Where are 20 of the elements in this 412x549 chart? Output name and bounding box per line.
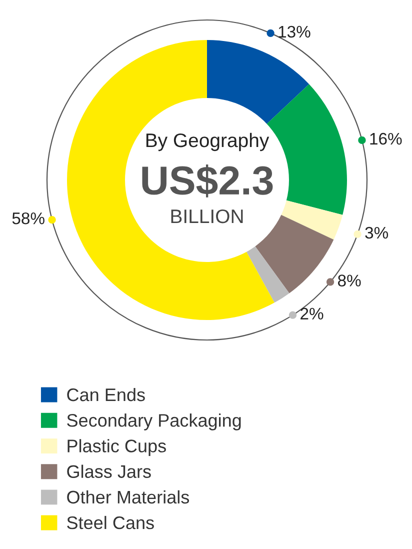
legend-label: Can Ends — [67, 388, 145, 402]
donut-slice — [67, 40, 274, 320]
donut-slice — [281, 200, 343, 240]
legend-label: Secondary Packaging — [67, 414, 241, 430]
data-label: 8% — [338, 274, 361, 286]
data-label: 13% — [278, 26, 310, 38]
text: US$2.3 — [142, 164, 273, 198]
legend-label: Plastic Cups — [68, 439, 166, 456]
legend-label: Glass Jars — [67, 464, 151, 478]
data-label: 2% — [300, 308, 324, 320]
donut-slice — [255, 214, 334, 294]
donut-slice — [207, 40, 310, 124]
text: By Geography — [146, 132, 270, 152]
data-label: 16% — [370, 132, 402, 145]
data-label: 3% — [365, 226, 388, 239]
legend-label: Other Materials — [67, 490, 190, 504]
legend-label: Steel Cans — [67, 516, 154, 530]
data-label: 58% — [12, 212, 44, 224]
text: BILLION — [171, 209, 243, 224]
donut-slice — [246, 246, 290, 303]
